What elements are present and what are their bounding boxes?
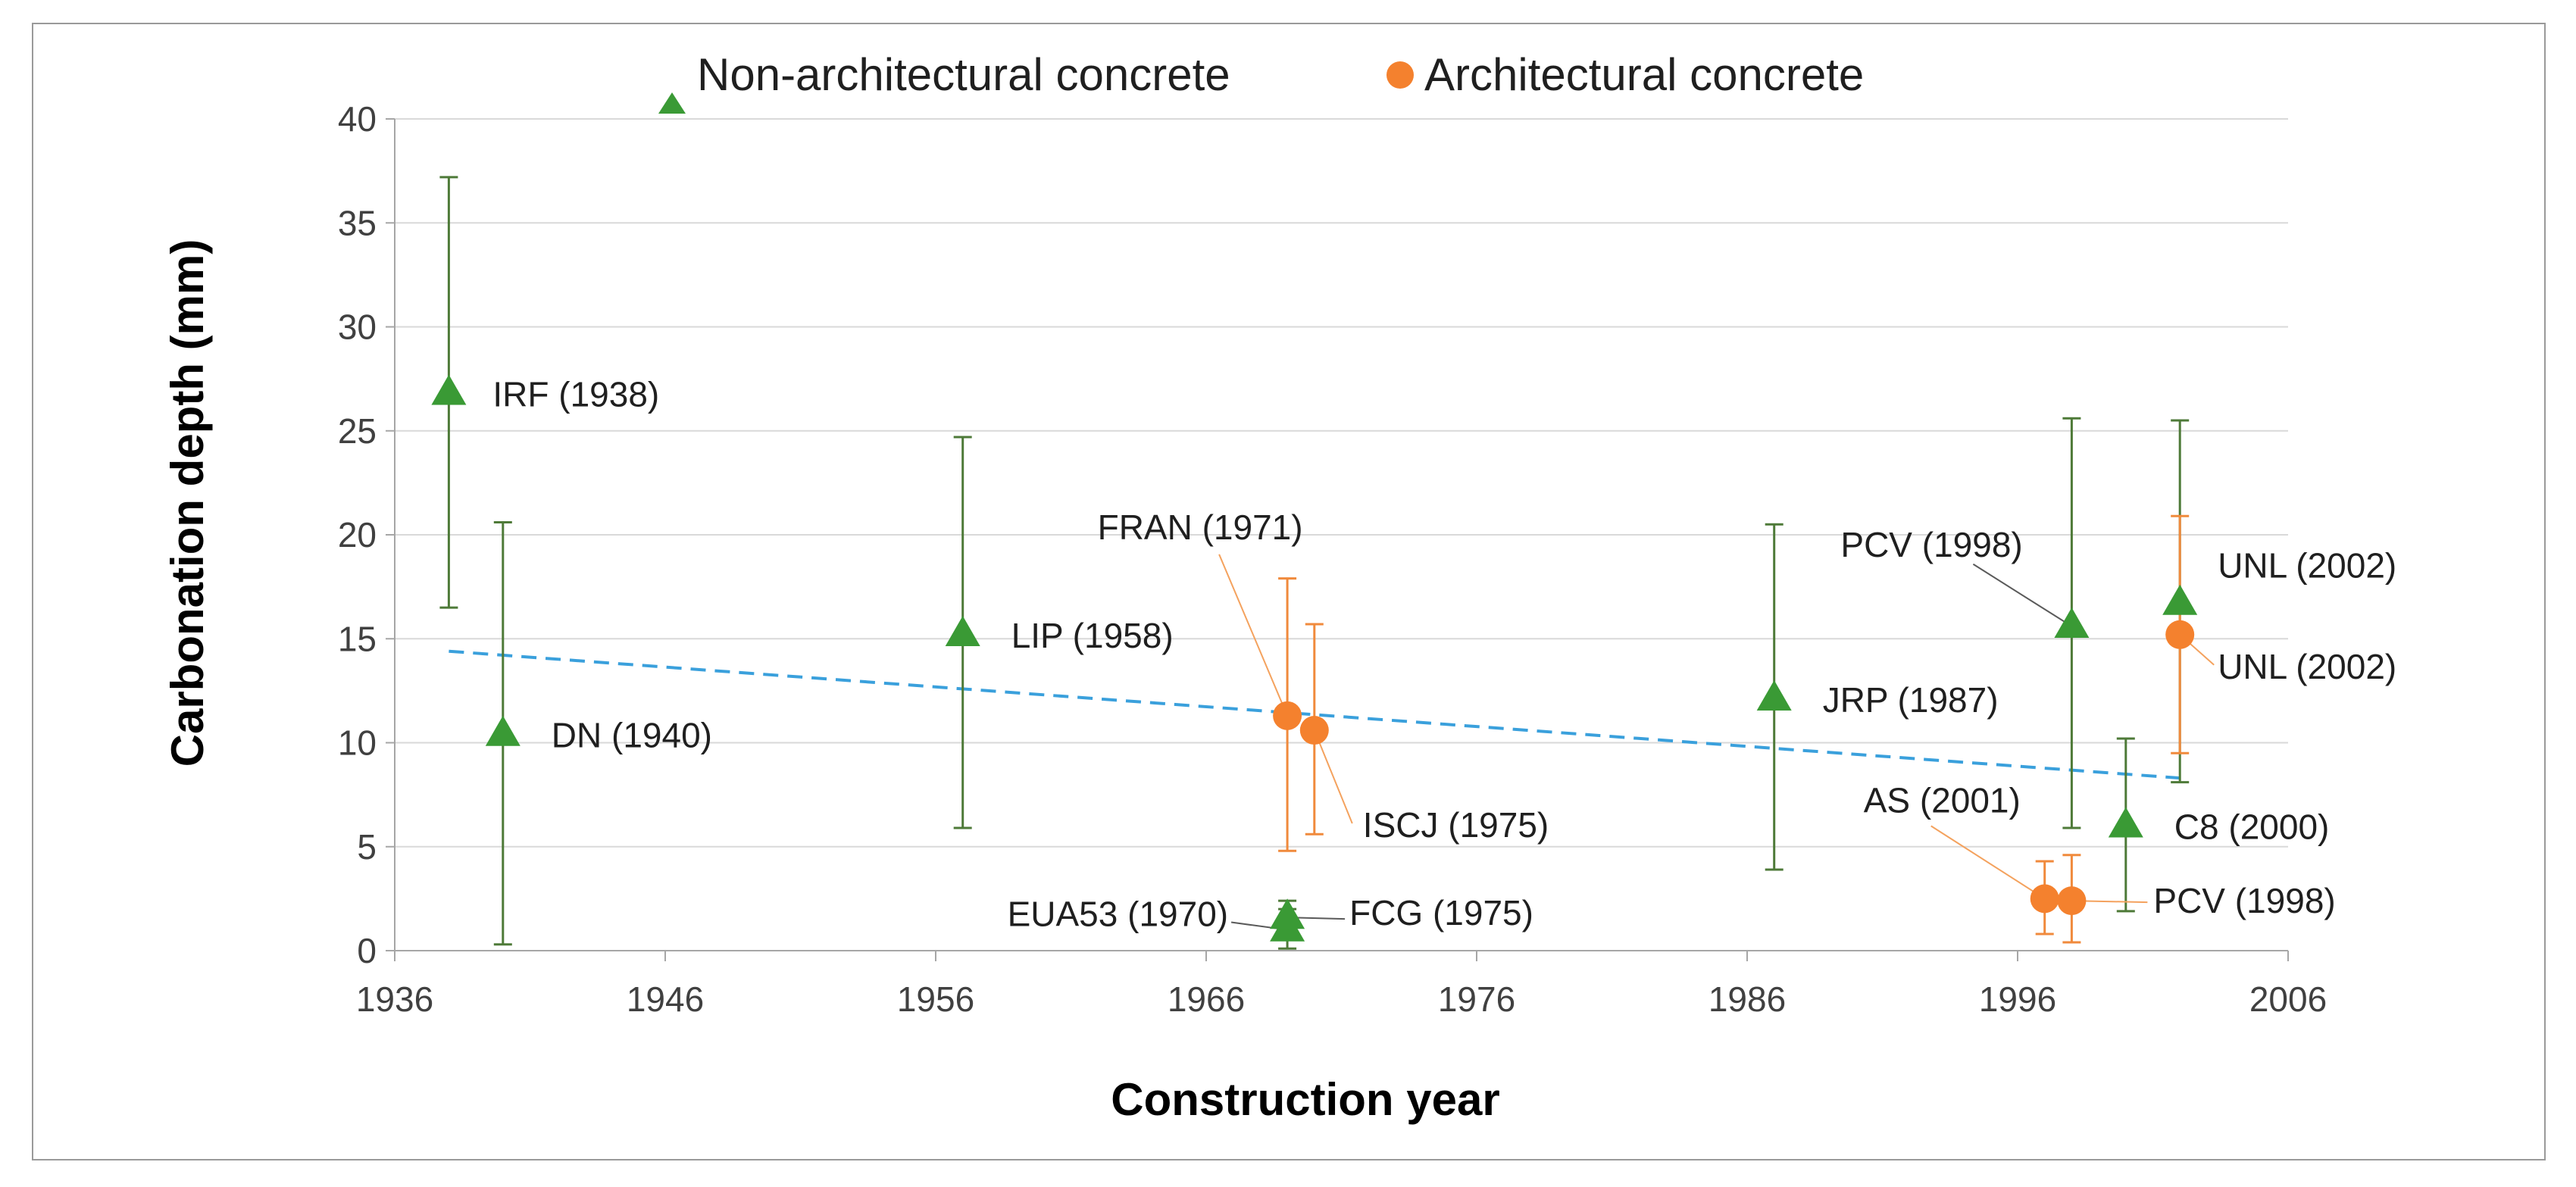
y-tick-label: 25 [338,411,377,451]
y-axis-title: Carbonation depth (mm) [162,239,213,767]
y-tick-label: 5 [357,827,377,867]
data-labels: IRF (1938) DN (1940) LIP (1958) EUA53 (1970… [492,374,2396,933]
legend-circle-icon [1386,61,1414,89]
y-tick-label: 15 [338,619,377,658]
point-marker-0-7 [2108,807,2143,838]
legend-label-arch: Architectural concrete [1424,49,1864,100]
point-marker-1-4 [2165,620,2195,649]
legend-label-nonarch: Non-architectural concrete [697,49,1230,100]
leader-line-1-1 [1313,729,1353,824]
legend: Non-architectural concrete Architectural… [658,49,1864,114]
point-marker-0-5 [1756,680,1792,711]
point-marker-1-0 [1273,701,1302,730]
point-label-0-6: PCV (1998) [1840,525,2022,564]
point-marker-1-3 [2057,886,2087,916]
point-marker-0-8 [2162,584,2198,615]
point-label-1-3: PCV (1998) [2153,881,2335,920]
point-marker-0-6 [2054,607,2090,638]
point-marker-0-2 [945,615,980,646]
leader-line-1-2 [1930,825,2046,900]
point-marker-0-0 [431,374,467,405]
y-tick-label: 35 [338,203,377,242]
x-tick-label: 1956 [897,979,974,1019]
point-label-0-3: EUA53 (1970) [1008,895,1229,934]
y-tick-label: 10 [338,723,377,763]
x-tick-label: 1996 [1979,979,2056,1019]
leader-line-0-6 [1972,563,2072,627]
x-axis-title: Construction year [1111,1074,1499,1125]
point-label-0-7: C8 (2000) [2174,807,2330,846]
point-marker-0-4 [1270,898,1305,929]
x-tick-label: 2006 [2249,979,2327,1019]
point-marker-1-1 [1299,716,1329,745]
x-tick-label: 1986 [1708,979,1786,1019]
leader-line-1-0 [1218,554,1289,717]
point-label-0-4: FCG (1975) [1349,893,1533,932]
point-label-1-4: UNL (2002) [2218,647,2396,686]
point-marker-1-2 [2030,884,2059,914]
y-tick-label: 40 [338,99,377,139]
grid-lines [395,118,2288,848]
y-tick-label: 30 [338,308,377,347]
chart-frame [32,23,2546,1160]
point-marker-0-1 [485,715,521,746]
point-label-0-0: IRF (1938) [492,374,659,414]
data-markers [431,374,2198,942]
y-tick-label: 20 [338,515,377,554]
point-label-1-1: ISCJ (1975) [1363,805,1549,845]
point-label-0-8: UNL (2002) [2218,546,2396,586]
axes: 0 5 10 15 20 25 30 35 40 1936 1946 1956 1966 1976 1986… [338,99,2327,1019]
point-label-0-5: JRP (1987) [1823,680,1999,720]
x-tick-label: 1936 [356,979,433,1019]
point-label-1-0: FRAN (1971) [1098,508,1303,547]
y-tick-label: 0 [357,931,377,970]
point-label-1-2: AS (2001) [1864,780,2021,820]
legend-triangle-icon [658,92,686,114]
x-tick-label: 1976 [1438,979,1515,1019]
x-tick-label: 1946 [627,979,704,1019]
point-label-0-1: DN (1940) [552,716,712,755]
point-label-0-2: LIP (1958) [1011,616,1174,655]
x-tick-label: 1966 [1168,979,1245,1019]
